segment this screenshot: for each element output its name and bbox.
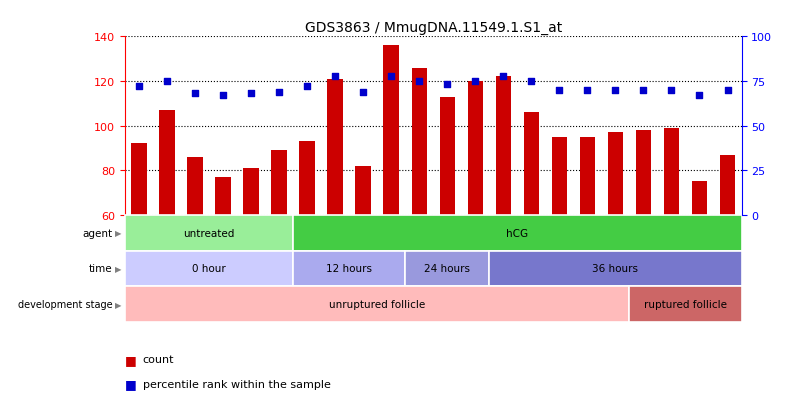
Bar (439, 97, 455, 215)
Bar (636, 131, 651, 215)
Point (721, 87, 734, 94)
Bar (293, 215, 742, 251)
Point (637, 87, 650, 94)
Bar (720, 155, 735, 215)
Bar (243, 169, 259, 215)
Point (384, 73, 397, 80)
Text: ■: ■ (125, 353, 137, 366)
Point (272, 89, 285, 96)
Text: ▶: ▶ (115, 264, 122, 273)
Bar (608, 133, 623, 215)
Bar (384, 46, 399, 215)
Point (496, 73, 509, 80)
Point (329, 73, 342, 80)
Point (693, 93, 706, 99)
Point (469, 78, 482, 85)
Bar (327, 79, 343, 215)
Point (441, 82, 454, 88)
Bar (293, 251, 405, 287)
Bar (664, 128, 679, 215)
Text: 0 hour: 0 hour (192, 264, 226, 274)
Point (581, 87, 594, 94)
Text: ruptured follicle: ruptured follicle (644, 299, 727, 309)
Point (553, 87, 566, 94)
Text: agent: agent (82, 228, 113, 238)
Text: time: time (89, 264, 113, 274)
Bar (125, 287, 629, 322)
Bar (524, 113, 539, 215)
Bar (272, 151, 287, 215)
Text: 24 hours: 24 hours (424, 264, 470, 274)
Point (609, 87, 622, 94)
Text: ▶: ▶ (115, 229, 122, 237)
Bar (299, 142, 315, 215)
Bar (629, 287, 742, 322)
Bar (692, 182, 707, 215)
Point (413, 78, 426, 85)
Text: ■: ■ (125, 377, 137, 391)
Bar (187, 157, 202, 215)
Point (160, 78, 173, 85)
Bar (496, 77, 511, 215)
Bar (160, 111, 175, 215)
Bar (489, 251, 742, 287)
Text: 36 hours: 36 hours (592, 264, 638, 274)
Bar (412, 68, 427, 215)
Bar (125, 215, 293, 251)
Text: hCG: hCG (506, 228, 529, 238)
Text: percentile rank within the sample: percentile rank within the sample (143, 379, 330, 389)
Point (244, 91, 257, 97)
Bar (467, 82, 483, 215)
Bar (355, 166, 371, 215)
Point (301, 84, 314, 90)
Point (525, 78, 538, 85)
Bar (125, 251, 293, 287)
Bar (131, 144, 147, 215)
Text: count: count (143, 354, 174, 364)
Point (217, 93, 230, 99)
Bar (551, 138, 567, 215)
Text: ▶: ▶ (115, 300, 122, 309)
Point (357, 89, 370, 96)
Point (132, 84, 145, 90)
Text: 12 hours: 12 hours (326, 264, 372, 274)
Text: development stage: development stage (18, 299, 113, 309)
Text: untreated: untreated (183, 228, 235, 238)
Bar (215, 178, 231, 215)
Title: GDS3863 / MmugDNA.11549.1.S1_at: GDS3863 / MmugDNA.11549.1.S1_at (305, 21, 562, 35)
Point (665, 87, 678, 94)
Point (189, 91, 202, 97)
Bar (580, 138, 595, 215)
Bar (405, 251, 489, 287)
Text: unruptured follicle: unruptured follicle (329, 299, 426, 309)
